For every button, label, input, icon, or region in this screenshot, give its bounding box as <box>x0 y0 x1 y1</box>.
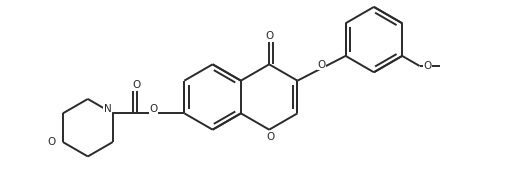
Text: N: N <box>104 104 112 114</box>
Text: O: O <box>317 60 326 70</box>
Text: O: O <box>47 137 55 147</box>
Text: O: O <box>423 61 431 71</box>
Text: O: O <box>149 104 158 114</box>
Text: O: O <box>267 132 275 142</box>
Text: O: O <box>132 80 140 90</box>
Text: O: O <box>265 31 273 41</box>
